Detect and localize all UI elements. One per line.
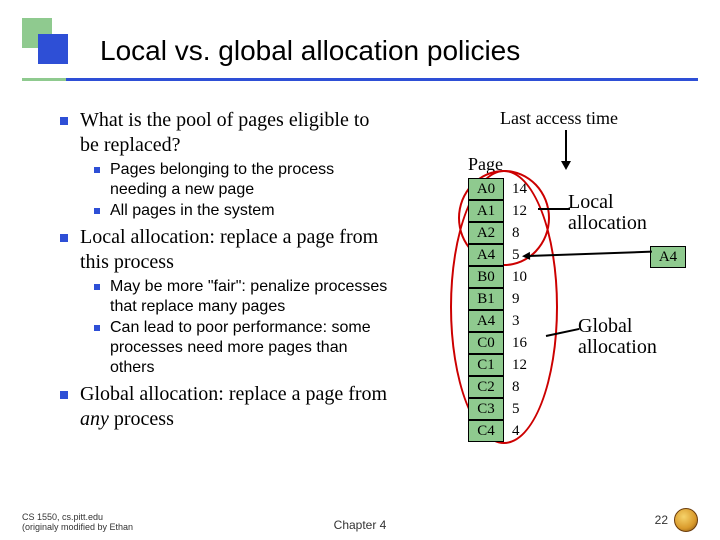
bullet-text: What is the pool of pages eligible to be…	[80, 108, 390, 158]
bullet-text: Can lead to poor performance: some proce…	[110, 318, 390, 378]
table-row: A1 12	[468, 200, 540, 222]
page-cell: A0	[468, 178, 504, 200]
page-cell: C4	[468, 420, 504, 442]
page-cell: B0	[468, 266, 504, 288]
footer: CS 1550, cs.pitt.edu (originaly modified…	[22, 508, 698, 532]
time-cell: 12	[512, 200, 540, 222]
bullet-icon	[60, 234, 68, 242]
page-cell: A4	[468, 310, 504, 332]
bullet-l1: Global allocation: replace a page from a…	[60, 382, 390, 432]
footer-line: (originaly modified by Ethan	[22, 522, 133, 532]
table-row: C4 4	[468, 420, 540, 442]
footer-right: 22	[655, 508, 698, 532]
page-cell: C2	[468, 376, 504, 398]
bullet-icon	[94, 325, 100, 331]
table-row: B1 9	[468, 288, 540, 310]
page-cell: C1	[468, 354, 504, 376]
footer-line: CS 1550, cs.pitt.edu	[22, 512, 133, 522]
table-row: C0 16	[468, 332, 540, 354]
bullet-icon	[60, 391, 68, 399]
table-row: C1 12	[468, 354, 540, 376]
label-line: allocation	[568, 212, 647, 234]
time-cell: 12	[512, 354, 540, 376]
time-cell: 4	[512, 420, 540, 442]
time-cell: 5	[512, 398, 540, 420]
label-line: allocation	[578, 336, 657, 358]
time-cell: 16	[512, 332, 540, 354]
arrow-down-icon	[565, 130, 567, 162]
table-row: B0 10	[468, 266, 540, 288]
page-cell: A4	[468, 244, 504, 266]
bullet-text: All pages in the system	[110, 201, 275, 221]
header-rule-accent	[22, 78, 66, 81]
diagram: Last access time Page A014A112A28A45B010…	[410, 100, 710, 460]
page-table: A014A112A28A45B010B19A43C016C112C28C35C4…	[468, 178, 540, 442]
table-row: A2 8	[468, 222, 540, 244]
bullet-list: What is the pool of pages eligible to be…	[60, 108, 390, 434]
header-rule	[22, 78, 698, 81]
label-line: Global	[578, 315, 632, 337]
bullet-text: May be more "fair": penalize processes t…	[110, 277, 390, 317]
bullet-text: Global allocation: replace a page from a…	[80, 382, 390, 432]
page-cell: A2	[468, 222, 504, 244]
page-number: 22	[655, 513, 668, 527]
slide-title: Local vs. global allocation policies	[100, 35, 520, 67]
bullet-l1: Local allocation: replace a page from th…	[60, 225, 390, 275]
bullet-icon	[94, 167, 100, 173]
global-allocation-label: Global allocation	[578, 316, 657, 358]
a4-chip: A4	[650, 246, 686, 268]
local-pointer-line	[538, 208, 570, 210]
page-cell: B1	[468, 288, 504, 310]
time-cell: 8	[512, 376, 540, 398]
time-cell: 9	[512, 288, 540, 310]
time-cell: 3	[512, 310, 540, 332]
table-row: A4 3	[468, 310, 540, 332]
page-cell: C0	[468, 332, 504, 354]
last-access-label: Last access time	[500, 108, 618, 129]
bullet-l1: What is the pool of pages eligible to be…	[60, 108, 390, 158]
bullet-text: Local allocation: replace a page from th…	[80, 225, 390, 275]
bullet-icon	[60, 117, 68, 125]
bullet-icon	[94, 208, 100, 214]
bullet-l2: Pages belonging to the process needing a…	[94, 160, 390, 200]
footer-left: CS 1550, cs.pitt.edu (originaly modified…	[22, 512, 133, 532]
footer-center: Chapter 4	[334, 518, 387, 532]
label-line: Local	[568, 191, 614, 213]
time-cell: 10	[512, 266, 540, 288]
bullet-l2: May be more "fair": penalize processes t…	[94, 277, 390, 317]
local-allocation-label: Local allocation	[568, 192, 647, 234]
bullet-icon	[94, 284, 100, 290]
page-cell: C3	[468, 398, 504, 420]
table-row: C2 8	[468, 376, 540, 398]
bullet-l2: Can lead to poor performance: some proce…	[94, 318, 390, 378]
time-cell: 14	[512, 178, 540, 200]
time-cell: 8	[512, 222, 540, 244]
crest-icon	[674, 508, 698, 532]
header-square-blue	[38, 34, 68, 64]
table-row: A0 14	[468, 178, 540, 200]
slide: Local vs. global allocation policies Wha…	[0, 0, 720, 540]
bullet-l2: All pages in the system	[94, 201, 390, 221]
bullet-text: Pages belonging to the process needing a…	[110, 160, 390, 200]
table-row: C3 5	[468, 398, 540, 420]
page-cell: A1	[468, 200, 504, 222]
